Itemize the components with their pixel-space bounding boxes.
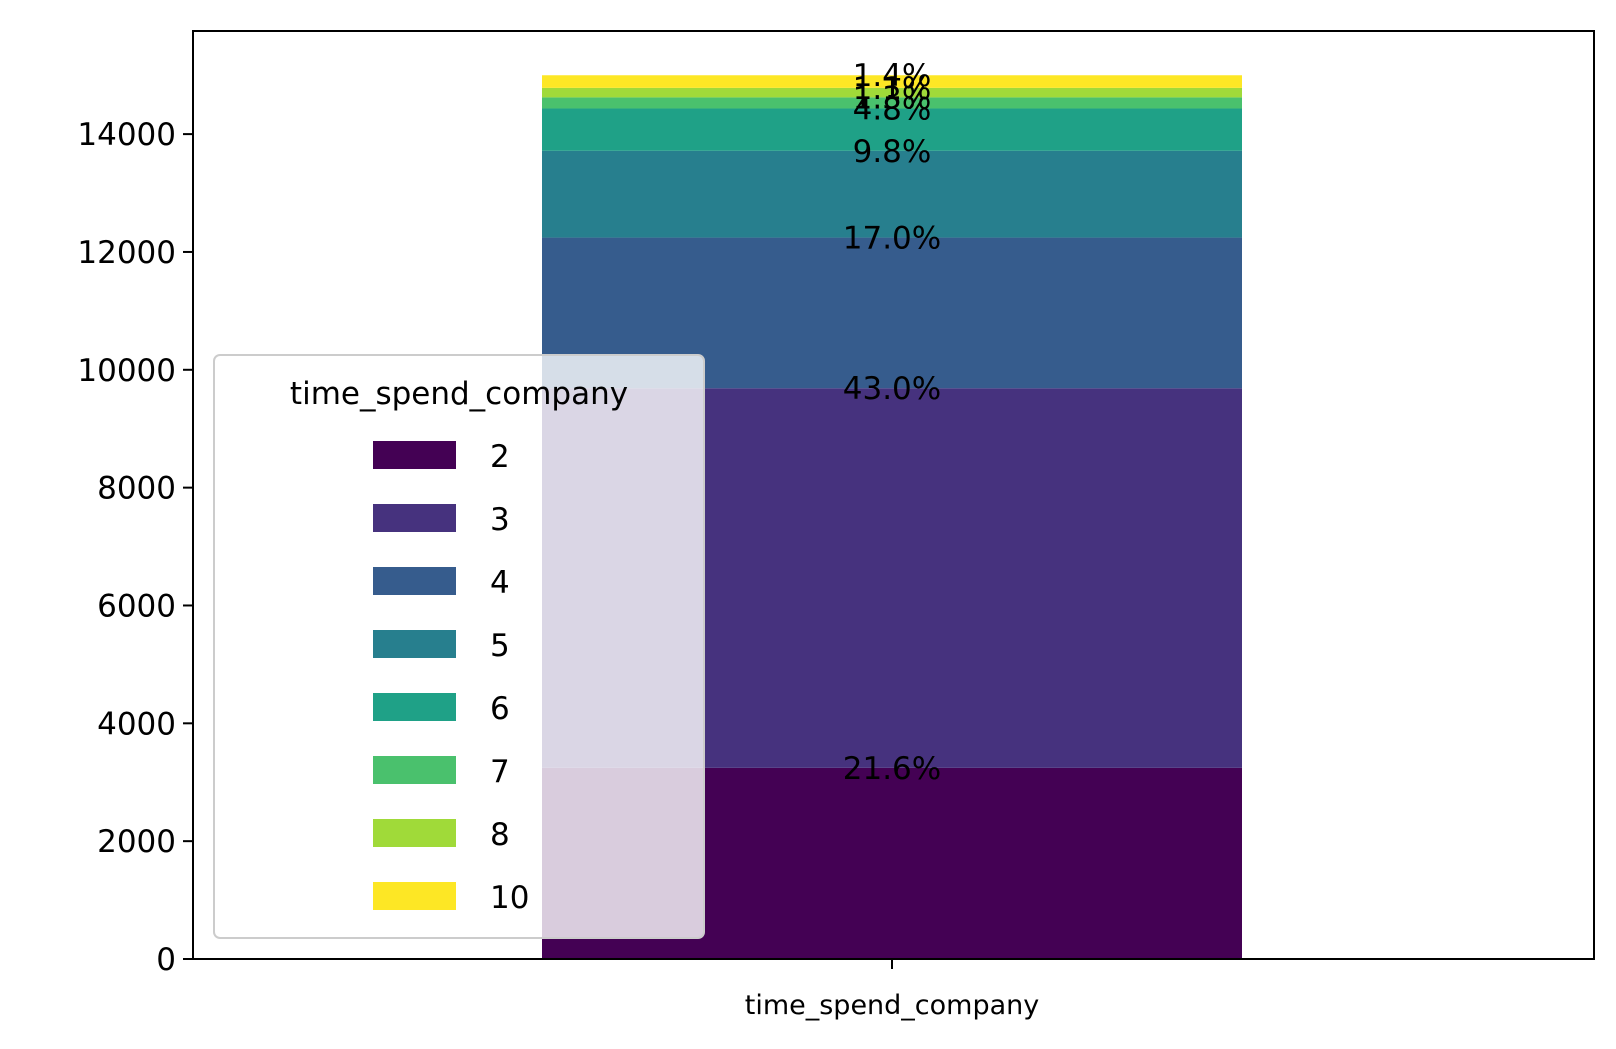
y-tick-label-0: 0 (156, 942, 176, 978)
legend-entry-8: 8 (490, 817, 510, 853)
bar-segment-6 (542, 108, 1242, 151)
bar-segment-10 (542, 75, 1242, 88)
legend-entry-7: 7 (490, 754, 510, 790)
segment-label-4: 17.0% (843, 221, 941, 257)
y-tick-label-4000: 4000 (97, 706, 176, 742)
legend-swatch-7 (373, 756, 456, 784)
segment-label-6: 4.8% (853, 91, 932, 127)
segment-label-2: 21.6% (843, 751, 941, 787)
segment-label-5: 9.8% (853, 134, 932, 170)
legend-entry-4: 4 (490, 565, 510, 601)
axes-layer: 0 2000 4000 6000 8000 10000 12000 14000 time_spe… (77, 30, 1595, 1021)
legend-entry-2: 2 (490, 439, 510, 475)
y-tick-label-12000: 12000 (77, 235, 176, 271)
segment-label-7: 1.3% (853, 80, 932, 116)
y-tick-label-8000: 8000 (97, 471, 176, 507)
legend-frame (213, 354, 705, 939)
segment-label-3: 43.0% (843, 371, 941, 407)
plot-frame (192, 30, 1595, 960)
y-tick-label-10000: 10000 (77, 353, 176, 389)
y-tick-label-14000: 14000 (77, 117, 176, 153)
legend-swatch-2 (373, 441, 456, 469)
segment-label-8: 1.1% (853, 71, 932, 107)
y-tick-label-2000: 2000 (97, 824, 176, 860)
legend-entry-10: 10 (490, 880, 529, 916)
legend-swatch-5 (373, 630, 456, 658)
segment-labels-layer: 21.6% 43.0% 17.0% 9.8% 4.8%1.3%1.1%1.4% (843, 58, 941, 787)
legend-swatch-4 (373, 567, 456, 595)
legend: time_spend_company 2 3 4 5 6 7 8 10 (213, 354, 705, 939)
legend-entry-6: 6 (490, 691, 510, 727)
legend-title: time_spend_company (290, 376, 628, 412)
legend-swatch-8 (373, 819, 456, 847)
legend-swatch-10 (373, 882, 456, 910)
legend-entry-3: 3 (490, 502, 510, 538)
bar-segment-8 (542, 87, 1242, 98)
legend-swatch-3 (373, 504, 456, 532)
y-tick-label-6000: 6000 (97, 588, 176, 624)
segment-label-10: 1.4% (853, 58, 932, 94)
legend-swatch-6 (373, 693, 456, 721)
x-category-label: time_spend_company (745, 990, 1040, 1021)
legend-entry-5: 5 (490, 628, 510, 664)
bar-segment-5 (542, 150, 1242, 238)
bar-segment-7 (542, 97, 1242, 109)
